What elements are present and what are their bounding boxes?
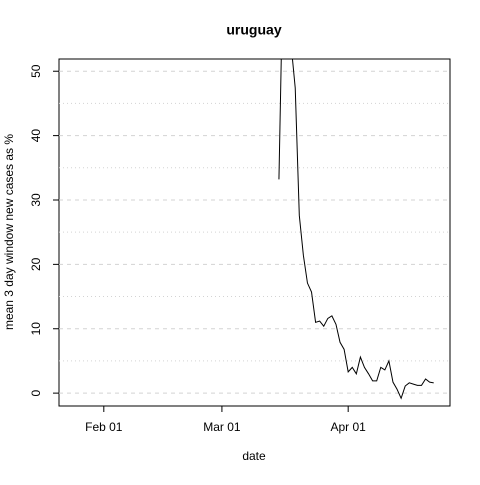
y-tick-label: 30 bbox=[29, 193, 43, 207]
y-tick-label: 0 bbox=[29, 389, 43, 396]
x-axis-label: date bbox=[242, 449, 266, 463]
y-tick-label: 20 bbox=[29, 257, 43, 271]
chart-title: uruguay bbox=[226, 22, 281, 38]
x-tick-label: Apr 01 bbox=[330, 420, 366, 434]
y-tick-label: 40 bbox=[29, 129, 43, 143]
x-tick-label: Feb 01 bbox=[85, 420, 123, 434]
x-tick-label: Mar 01 bbox=[203, 420, 241, 434]
data-line bbox=[278, 59, 434, 400]
y-tick-label: 50 bbox=[29, 64, 43, 78]
y-axis-label: mean 3 day window new cases as % bbox=[2, 134, 16, 330]
y-tick-label: 10 bbox=[29, 322, 43, 336]
